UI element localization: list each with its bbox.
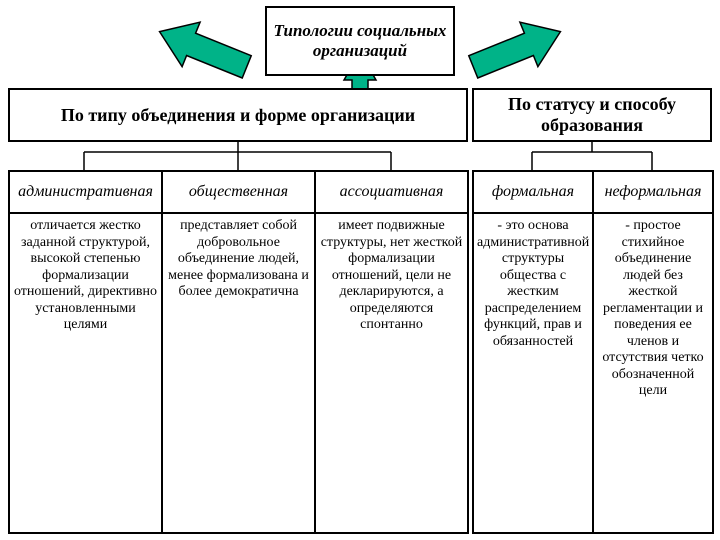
types-table-left: административная общественная ассоциатив… — [8, 170, 469, 534]
title-box: Типологии социальных организаций — [265, 6, 455, 76]
type-desc: отличается жестко заданной структурой, в… — [9, 213, 162, 533]
connector-right — [472, 142, 712, 170]
types-table-right: формальная неформальная - это основа адм… — [472, 170, 714, 534]
category-box-left: По типу объединения и форме организации — [8, 88, 468, 142]
table-row: отличается жестко заданной структурой, в… — [9, 213, 468, 533]
type-desc: - это основа административной структуры … — [473, 213, 593, 533]
type-header: неформальная — [593, 171, 713, 213]
type-header: общественная — [162, 171, 315, 213]
category-right-label: По статусу и способу образования — [480, 94, 704, 135]
title-text: Типологии социальных организаций — [267, 21, 453, 60]
arrow-left — [150, 20, 260, 80]
table-row: формальная неформальная — [473, 171, 713, 213]
arrow-right — [460, 20, 570, 80]
type-header: формальная — [473, 171, 593, 213]
table-row: административная общественная ассоциатив… — [9, 171, 468, 213]
type-header: административная — [9, 171, 162, 213]
type-desc: представляет собой добровольное объедине… — [162, 213, 315, 533]
type-desc: - простое стихийное объединение людей бе… — [593, 213, 713, 533]
category-left-label: По типу объединения и форме организации — [61, 105, 415, 126]
connector-left — [8, 142, 468, 170]
type-desc: имеет подвижные структуры, нет жесткой ф… — [315, 213, 468, 533]
type-header: ассоциативная — [315, 171, 468, 213]
table-row: - это основа административной структуры … — [473, 213, 713, 533]
category-box-right: По статусу и способу образования — [472, 88, 712, 142]
